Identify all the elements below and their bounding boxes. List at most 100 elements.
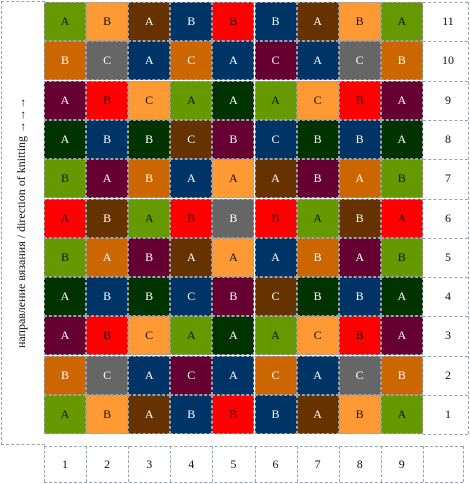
- frame-line: [422, 159, 468, 161]
- chart-cell: C: [296, 80, 339, 120]
- cell-letter: C: [271, 289, 280, 304]
- cell-letter: B: [229, 210, 238, 225]
- row-number: 10: [442, 53, 454, 68]
- cell-letter: A: [229, 171, 238, 186]
- cell-letter: A: [60, 289, 70, 304]
- chart-cell: A: [338, 159, 381, 199]
- cell-letter: B: [271, 210, 280, 225]
- chart-cell: A: [170, 159, 213, 199]
- cell-letter: B: [60, 171, 69, 186]
- cell-letter: C: [103, 367, 112, 382]
- cell-letter: C: [187, 289, 196, 304]
- cell-letter: B: [103, 131, 112, 146]
- chart-cell: A: [254, 237, 297, 277]
- row-number: 4: [445, 289, 451, 304]
- cell-letter: C: [145, 328, 154, 343]
- cell-letter: A: [60, 131, 70, 146]
- cell-letter: B: [145, 289, 154, 304]
- cell-letter: B: [229, 14, 238, 28]
- chart-cell: A: [44, 395, 86, 434]
- chart-cell: B: [128, 277, 171, 317]
- cell-letter: A: [397, 407, 407, 421]
- column-number: 7: [314, 457, 321, 471]
- chart-cell: A: [128, 395, 171, 434]
- chart-cell: B: [44, 237, 86, 277]
- chart-cell: A: [44, 277, 86, 317]
- column-number: 4: [188, 457, 195, 471]
- chart-cell: A: [254, 80, 297, 120]
- cell-letter: B: [397, 171, 406, 186]
- chart-cell: A: [380, 80, 423, 120]
- cell-letter: C: [271, 131, 280, 146]
- cell-letter: A: [186, 92, 196, 107]
- chart-cell: B: [338, 277, 381, 317]
- cell-letter: A: [229, 92, 238, 107]
- chart-cell: A: [212, 316, 255, 356]
- cell-letter: A: [313, 210, 322, 225]
- frame-line: [254, 446, 256, 482]
- row-number: 9: [445, 92, 451, 107]
- frame-line: [422, 80, 468, 82]
- cell-letter: A: [144, 367, 154, 382]
- cell-letter: B: [355, 131, 364, 146]
- chart-cell: B: [128, 119, 171, 159]
- cell-letter: C: [103, 53, 112, 68]
- cell-letter: B: [103, 14, 112, 28]
- chart-cell: A: [128, 2, 171, 41]
- column-number: 5: [230, 457, 237, 471]
- frame-line: [422, 277, 468, 279]
- cell-letter: A: [397, 92, 407, 107]
- cell-letter: B: [313, 131, 322, 146]
- cell-letter: A: [229, 249, 238, 264]
- chart-cell: A: [128, 41, 171, 81]
- row-number: 7: [445, 171, 451, 186]
- row-number: 1: [445, 407, 451, 421]
- cell-letter: B: [355, 92, 364, 107]
- frame-line: [468, 2, 469, 435]
- chart-cell: C: [254, 277, 297, 317]
- cell-letter: A: [271, 171, 280, 186]
- frame-line: [44, 482, 463, 483]
- chart-cell: A: [296, 2, 339, 41]
- chart-cell: A: [380, 316, 423, 356]
- chart-cell: B: [380, 159, 423, 199]
- cell-letter: B: [313, 249, 322, 264]
- chart-cell: B: [170, 395, 213, 434]
- chart-cell: A: [212, 355, 255, 395]
- chart-cell: A: [128, 198, 171, 238]
- chart-cell: B: [338, 316, 381, 356]
- cell-letter: C: [145, 92, 154, 107]
- cell-letter: A: [229, 367, 238, 382]
- chart-cell: A: [212, 159, 255, 199]
- frame-line: [422, 355, 468, 357]
- cell-letter: A: [60, 92, 70, 107]
- cell-letter: B: [60, 367, 69, 382]
- chart-cell: B: [44, 41, 86, 81]
- chart-cell: A: [296, 198, 339, 238]
- cell-letter: B: [313, 289, 322, 304]
- chart-cell: C: [86, 355, 129, 395]
- chart-cell: A: [44, 80, 86, 120]
- cell-letter: A: [186, 171, 196, 186]
- chart-cell: B: [254, 2, 297, 41]
- chart-cell: B: [86, 395, 129, 434]
- cell-letter: B: [313, 171, 322, 186]
- frame-line: [422, 41, 468, 43]
- chart-cell: C: [296, 316, 339, 356]
- chart-cell: C: [170, 119, 213, 159]
- chart-cell: A: [254, 159, 297, 199]
- chart-cell: B: [338, 2, 381, 41]
- cell-letter: B: [103, 92, 112, 107]
- frame-line: [422, 2, 468, 3]
- cell-letter: A: [186, 249, 196, 264]
- chart-cell: B: [338, 119, 381, 159]
- cell-letter: B: [145, 131, 154, 146]
- frame-line: [86, 446, 88, 482]
- cell-letter: B: [229, 131, 238, 146]
- column-number: 1: [62, 457, 68, 471]
- chart-cell: C: [338, 355, 381, 395]
- chart-cell: A: [380, 395, 423, 434]
- chart-cell: B: [338, 395, 381, 434]
- cell-letter: C: [271, 367, 280, 382]
